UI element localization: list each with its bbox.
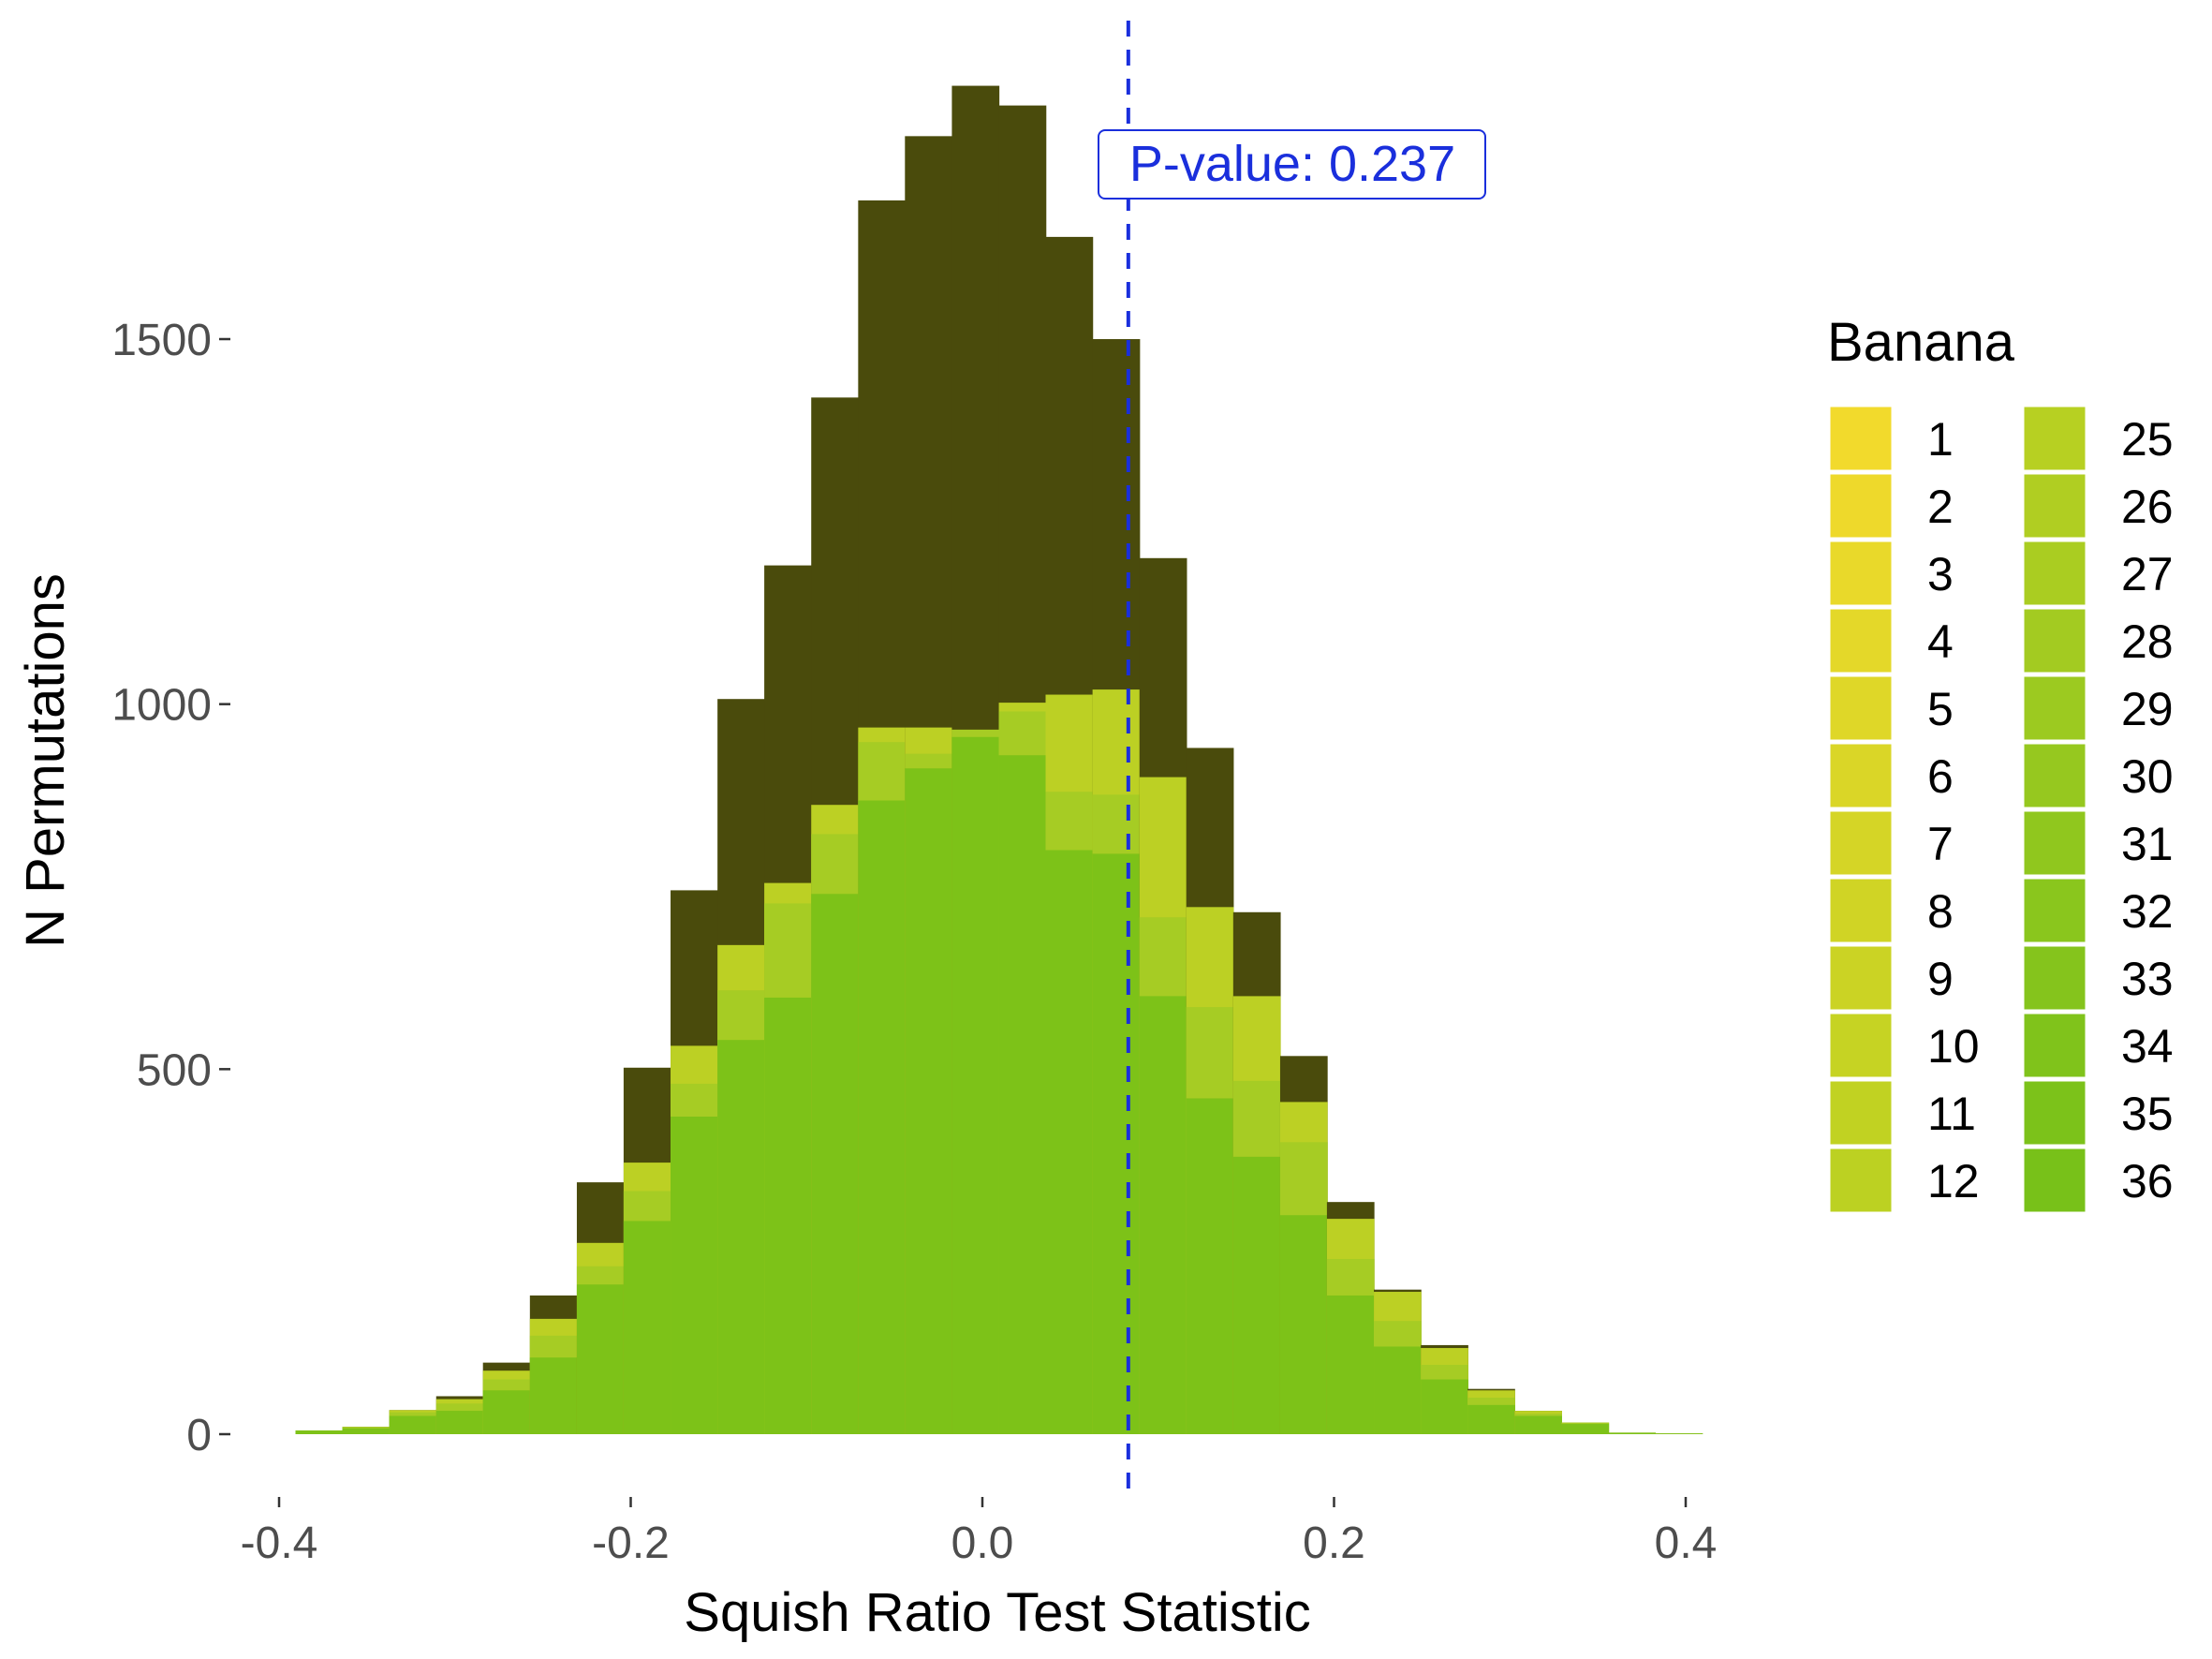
y-tick-label: 1000	[111, 681, 212, 731]
bar-green-18	[1139, 996, 1187, 1434]
legend-key	[1827, 741, 1895, 810]
legend-label: 36	[2121, 1155, 2174, 1207]
legend-key	[2021, 606, 2088, 675]
x-axis-title: Squish Ratio Test Statistic	[684, 1582, 1310, 1643]
legend-key	[2021, 741, 2088, 810]
legend-label: 8	[1927, 885, 1954, 938]
legend-label: 35	[2121, 1088, 2174, 1140]
bar-green-14	[951, 736, 1000, 1434]
bar-green-17	[1092, 853, 1141, 1434]
legend-key	[1827, 808, 1895, 878]
p-value-label-box	[1098, 129, 1486, 200]
legend-key	[2021, 1011, 2088, 1080]
reference-line-layer: P-value: 0.237	[1098, 21, 1486, 1499]
legend-key	[2021, 943, 2088, 1013]
legend-label: 33	[2121, 953, 2174, 1005]
legend-label: 27	[2121, 548, 2174, 600]
x-tick-label: -0.2	[592, 1518, 670, 1568]
bar-green-25	[1467, 1404, 1515, 1434]
bar-green-27	[1561, 1424, 1610, 1434]
x-tick-label: -0.4	[241, 1518, 318, 1568]
y-tick-label: 1500	[111, 316, 212, 365]
bar-green-26	[1514, 1415, 1562, 1434]
legend-label: 28	[2121, 615, 2174, 668]
legend-key	[2021, 539, 2088, 608]
legend-key	[1827, 674, 1895, 743]
legend-key	[2021, 876, 2088, 945]
legend-key	[1827, 943, 1895, 1013]
legend-label: 1	[1927, 413, 1954, 466]
bar-green-8	[671, 1116, 718, 1434]
x-tick-label: 0.0	[951, 1518, 1014, 1568]
bar-green-12	[858, 800, 907, 1434]
legend-key	[1827, 539, 1895, 608]
legend-label: 3	[1927, 548, 1954, 600]
legend-label: 9	[1927, 953, 1954, 1005]
bar-green-4	[482, 1390, 531, 1434]
axes-layer: -0.4 -0.2 0.0 0.2 0.4 0 500 1000 1500	[111, 316, 1717, 1568]
bar-green-11	[811, 894, 859, 1434]
legend-key	[1827, 876, 1895, 945]
bar-green-21	[1279, 1215, 1328, 1434]
bar-green-29	[1655, 1433, 1703, 1434]
legend-label: 2	[1927, 481, 1954, 533]
bar-green-6	[576, 1284, 625, 1434]
legend-title: Banana	[1827, 312, 2015, 373]
legend-key	[2021, 471, 2088, 541]
bars-layer	[295, 85, 1703, 1435]
legend-key	[2021, 1078, 2088, 1148]
bar-green-3	[435, 1411, 484, 1434]
y-axis-title: N Permutations	[15, 573, 76, 948]
legend-label: 34	[2121, 1020, 2174, 1073]
bar-green-5	[529, 1357, 578, 1434]
bar-green-16	[1045, 850, 1094, 1434]
legend-label: 30	[2121, 750, 2174, 803]
legend-label: 10	[1927, 1020, 1980, 1073]
bar-green-1	[342, 1428, 391, 1434]
legend-label: 29	[2121, 683, 2174, 735]
x-tick-label: 0.4	[1655, 1518, 1718, 1568]
legend-key	[2021, 808, 2088, 878]
legend-key	[2021, 404, 2088, 473]
legend-key	[1827, 471, 1895, 541]
legend-key	[1827, 1146, 1895, 1215]
y-tick-label: 0	[186, 1411, 212, 1460]
bar-green-10	[764, 997, 812, 1434]
legend-key	[2021, 674, 2088, 743]
bar-green-20	[1232, 1156, 1281, 1434]
x-tick-label: 0.2	[1303, 1518, 1365, 1568]
bar-green-9	[717, 1040, 765, 1434]
legend-label: 6	[1927, 750, 1954, 803]
bar-green-7	[623, 1221, 671, 1434]
legend-key	[1827, 606, 1895, 675]
legend: Banana 123456789101112252627282930313233…	[1827, 312, 2174, 1215]
legend-label: 11	[1927, 1088, 1976, 1140]
bar-green-2	[389, 1415, 437, 1434]
bar-green-19	[1186, 1098, 1234, 1434]
bar-green-15	[998, 755, 1047, 1434]
legend-key	[1827, 1011, 1895, 1080]
legend-key	[1827, 404, 1895, 473]
bar-green-13	[905, 768, 953, 1434]
bar-green-23	[1374, 1346, 1422, 1434]
bar-green-0	[295, 1430, 344, 1434]
legend-key	[2021, 1146, 2088, 1215]
legend-label: 7	[1927, 818, 1954, 870]
legend-label: 31	[2121, 818, 2174, 870]
legend-label: 5	[1927, 683, 1954, 735]
legend-key	[1827, 1078, 1895, 1148]
legend-label: 25	[2121, 413, 2174, 466]
p-value-label: P-value: 0.237	[1129, 136, 1455, 192]
legend-label: 12	[1927, 1155, 1980, 1207]
legend-label: 32	[2121, 885, 2174, 938]
legend-label: 26	[2121, 481, 2174, 533]
bar-green-28	[1608, 1432, 1657, 1434]
bar-green-24	[1421, 1379, 1468, 1434]
legend-label: 4	[1927, 615, 1954, 668]
y-tick-label: 500	[137, 1045, 212, 1095]
bar-green-22	[1326, 1295, 1375, 1434]
